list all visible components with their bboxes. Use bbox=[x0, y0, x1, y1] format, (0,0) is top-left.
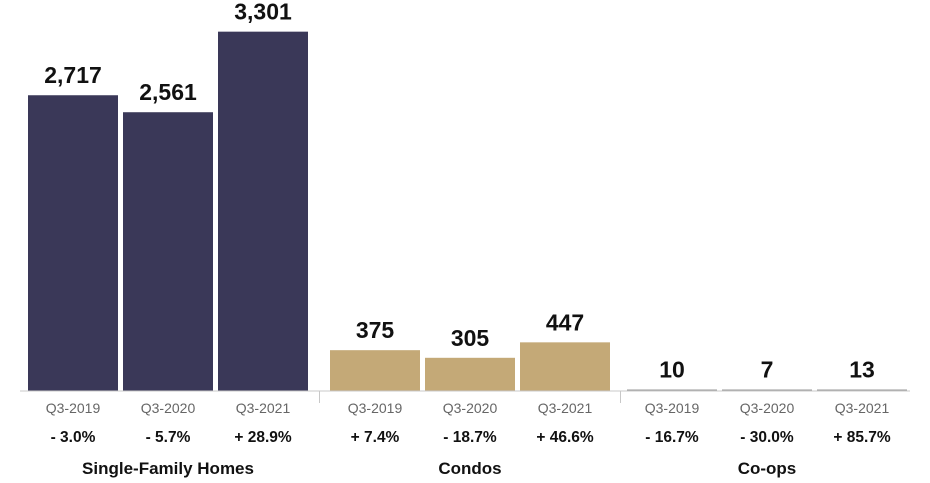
bar-co-ops-q3-2019 bbox=[627, 389, 717, 391]
bars-layer bbox=[28, 31, 907, 392]
bar-single-family-homes-q3-2021 bbox=[218, 31, 308, 391]
data-label: 2,717 bbox=[44, 62, 102, 88]
change-label: + 7.4% bbox=[351, 429, 400, 446]
x-tick-label: Q3-2021 bbox=[538, 400, 593, 416]
data-label: 2,561 bbox=[139, 79, 197, 105]
x-tick-label: Q3-2019 bbox=[46, 400, 101, 416]
x-tick-label: Q3-2020 bbox=[443, 400, 498, 416]
change-label: - 30.0% bbox=[740, 429, 794, 446]
group-label: Co-ops bbox=[738, 459, 797, 478]
data-label: 13 bbox=[849, 357, 875, 383]
data-label: 305 bbox=[451, 325, 490, 351]
x-tick-label: Q3-2021 bbox=[835, 400, 890, 416]
data-label: 3,301 bbox=[234, 0, 292, 25]
change-label: - 3.0% bbox=[51, 429, 96, 446]
bar-single-family-homes-q3-2020 bbox=[123, 112, 213, 391]
bar-co-ops-q3-2020 bbox=[722, 389, 812, 391]
bar-condos-q3-2019 bbox=[330, 350, 420, 391]
change-label: + 46.6% bbox=[536, 429, 594, 446]
change-label: - 5.7% bbox=[146, 429, 191, 446]
x-tick-label: Q3-2019 bbox=[645, 400, 700, 416]
change-label: - 18.7% bbox=[443, 429, 497, 446]
bar-condos-q3-2020 bbox=[425, 357, 515, 391]
data-label: 375 bbox=[356, 317, 395, 343]
group-label: Condos bbox=[438, 459, 501, 478]
labels-layer: 2,717 Q3-2019 - 3.0% 2,561 Q3-2020 - 5.7% 3,30… bbox=[44, 0, 891, 478]
x-tick-label: Q3-2020 bbox=[740, 400, 795, 416]
bar-co-ops-q3-2021 bbox=[817, 389, 907, 391]
bar-condos-q3-2021 bbox=[520, 342, 610, 391]
change-label: + 28.9% bbox=[234, 429, 292, 446]
x-tick-label: Q3-2021 bbox=[236, 400, 291, 416]
change-label: - 16.7% bbox=[645, 429, 699, 446]
data-label: 7 bbox=[761, 357, 774, 383]
group-label: Single-Family Homes bbox=[82, 459, 254, 478]
x-tick-label: Q3-2020 bbox=[141, 400, 196, 416]
change-label: + 85.7% bbox=[833, 429, 891, 446]
data-label: 10 bbox=[659, 357, 685, 383]
x-tick-label: Q3-2019 bbox=[348, 400, 403, 416]
data-label: 447 bbox=[546, 309, 584, 335]
bar-single-family-homes-q3-2019 bbox=[28, 95, 118, 392]
